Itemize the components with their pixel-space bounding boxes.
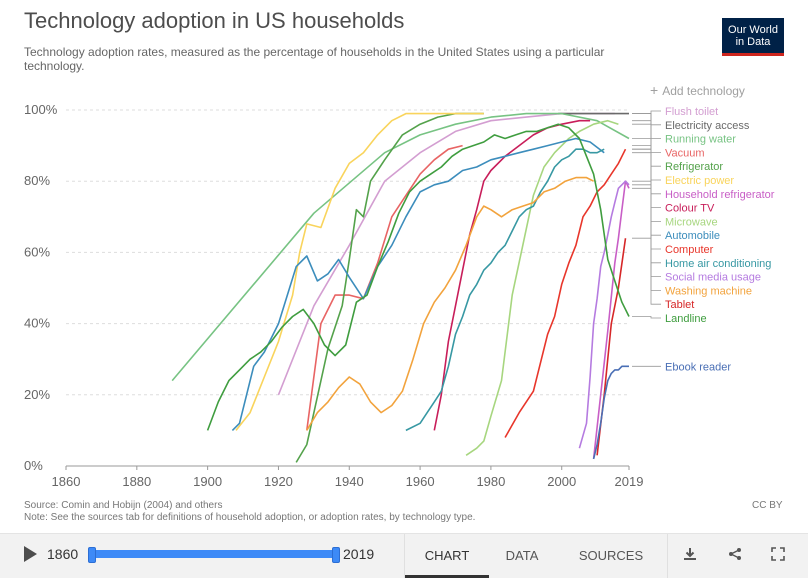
x-tick-label: 1960 [406,474,435,489]
x-tick-label: 1980 [476,474,505,489]
divider [404,534,405,578]
legend-connector [632,113,661,167]
series-line-household-refrigerator[interactable] [592,180,630,459]
page-title: Technology adoption in US households [24,8,405,33]
series-line-running-water[interactable] [171,112,630,382]
legend-connector [632,148,661,250]
divider [667,534,668,578]
line-chart: 0% 20% 40% 60% 80% 100% 1860 1880 1900 1920 1940 19… [24,102,775,489]
legend-connector [632,316,661,319]
series-line-washing-machine[interactable] [306,176,594,431]
play-icon[interactable] [24,546,37,562]
timeline-start-handle[interactable] [88,547,96,563]
legend-label[interactable]: Microwave [665,216,718,228]
add-technology-label: Add technology [662,84,745,98]
fullscreen-icon[interactable] [764,542,792,570]
legend-label[interactable]: Colour TV [665,203,715,215]
owid-logo[interactable]: Our World in Data [722,18,784,56]
series-line-microwave[interactable] [465,119,619,456]
download-icon[interactable] [676,542,704,570]
legend-label[interactable]: Tablet [665,299,694,311]
y-tick-label: 0% [24,458,43,473]
legend-connector [632,113,661,126]
tab-chart[interactable]: CHART [405,534,489,578]
legend-connector [632,180,661,291]
y-tick-label: 60% [24,244,50,259]
series-line-computer[interactable] [504,148,627,438]
logo-line-2: in Data [735,36,771,48]
legend-label[interactable]: Vacuum [665,147,705,159]
legend-connector [632,237,661,305]
series-line-vacuum[interactable] [306,144,463,431]
legend-label[interactable]: Landline [665,313,707,325]
legend-label[interactable]: Running water [665,134,736,146]
legend-label[interactable]: Washing machine [665,285,752,297]
controls-bar: 1860 2019 CHART DATA SOURCES [0,533,808,578]
note-text: Note: See the sources tab for definition… [24,512,476,523]
timeline-end-handle[interactable] [332,547,340,563]
series-line-electric-power[interactable] [235,112,484,431]
y-tick-label: 40% [24,316,50,331]
tab-sources[interactable]: SOURCES [578,548,644,563]
tab-data[interactable]: DATA [505,548,539,563]
legend-label[interactable]: Flush toilet [665,106,718,118]
x-tick-label: 1900 [193,474,222,489]
legend-label[interactable]: Social media usage [665,272,761,284]
chart-subtitle: Technology adoption rates, measured as t… [24,45,605,73]
timeline-end-year: 2019 [343,546,375,562]
plus-icon: + [650,82,659,98]
x-tick-label: 1940 [335,474,364,489]
y-tick-label: 100% [24,102,58,117]
legend-connector [632,187,661,195]
series-line-social-media-usage[interactable] [578,180,630,449]
chart-footer: Source: Comin and Hobijn (2004) and othe… [24,500,724,524]
legend-label[interactable]: Refrigerator [665,161,723,173]
x-tick-label: 1860 [52,474,81,489]
legend-connector [632,120,661,208]
series-layer [171,112,630,463]
legend-label[interactable]: Electricity access [665,120,750,132]
series-line-landline[interactable] [206,123,630,431]
source-text: Source: Comin and Hobijn (2004) and othe… [24,500,223,511]
series-line-automobile[interactable] [231,137,605,431]
legend-label[interactable]: Computer [665,244,714,256]
series-line-ebook-reader[interactable] [592,365,629,460]
x-tick-label: 2019 [615,474,644,489]
legend-label[interactable]: Household refrigerator [665,189,775,201]
legend-connector [632,113,661,181]
y-tick-label: 80% [24,173,50,188]
series-line-colour-tv[interactable] [433,119,591,431]
add-technology-button[interactable]: + Add technology [650,82,745,98]
y-tick-label: 20% [24,387,50,402]
legend-label[interactable]: Automobile [665,230,720,242]
series-line-home-air-conditioning[interactable] [405,148,605,432]
timeline-start-year: 1860 [47,546,79,562]
legend-layer: Flush toilet Electricity access Running wa… [632,106,775,373]
license-link[interactable]: CC BY [752,500,783,511]
x-tick-label: 2000 [547,474,576,489]
logo-line-1: Our World [728,24,778,36]
grid-layer: 0% 20% 40% 60% 80% 100% 1860 1880 1900 1920 1940 19… [24,102,643,489]
timeline-slider-track[interactable] [92,550,336,558]
legend-label[interactable]: Ebook reader [665,361,731,373]
x-tick-label: 1920 [264,474,293,489]
x-tick-label: 1880 [122,474,151,489]
share-icon[interactable] [721,542,749,570]
legend-label[interactable]: Electric power [665,175,734,187]
legend-label[interactable]: Home air conditioning [665,258,771,270]
series-line-refrigerator[interactable] [295,112,484,463]
